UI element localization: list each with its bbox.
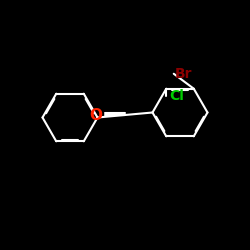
Text: O: O: [90, 108, 103, 122]
Text: Br: Br: [175, 67, 192, 81]
Text: Cl: Cl: [169, 89, 184, 103]
